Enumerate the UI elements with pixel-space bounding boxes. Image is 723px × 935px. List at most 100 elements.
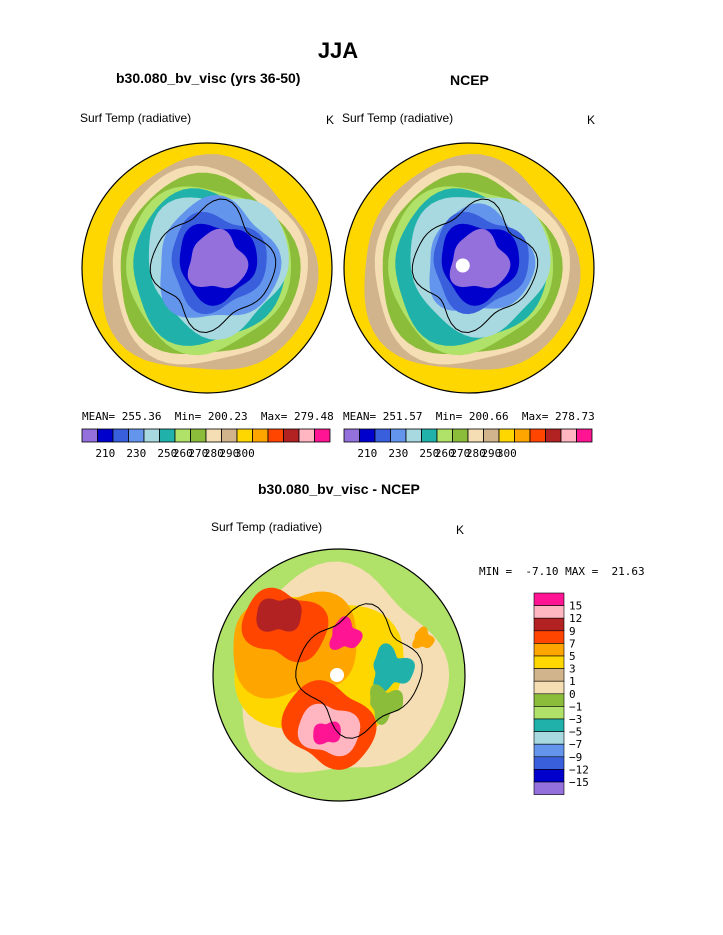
panel-2-colorbar-swatch (390, 428, 407, 443)
panel-2-colorbar-swatch (452, 428, 469, 443)
panel-2-colorbar-tick-label: 250 (419, 447, 439, 460)
panel-1-colorbar-swatch (283, 428, 300, 443)
panel-2-colorbar-swatch (421, 428, 438, 443)
panel-2-colorbar-tick-label: 290 (481, 447, 501, 460)
diff-colorbar-tick-label: −15 (569, 776, 589, 789)
panel-1-colorbar-swatch (128, 428, 145, 443)
diff-min-max: MIN = -7.10 MAX = 21.63 (479, 565, 645, 578)
panel-1-colorbar-tick-label: 290 (219, 447, 239, 460)
panel-2-missing-pole (455, 258, 470, 273)
diff-field (213, 549, 465, 801)
panel-1-contour-band (187, 228, 249, 289)
diff-colorbar-swatch (533, 781, 565, 795)
panel-2-colorbar-swatch (498, 428, 515, 443)
diff-colorbar-swatch (533, 630, 565, 644)
diff-colorbar-tick-label: 9 (569, 625, 576, 638)
panel-1-colorbar-swatch (205, 428, 222, 443)
panel-1-colorbar-swatch (190, 428, 207, 443)
diff-colorbar-swatch (533, 743, 565, 758)
panel-2-border (343, 142, 595, 394)
panel-2-max-value: 278.73 (555, 410, 595, 423)
panel-1-mean-label: MEAN= (82, 410, 116, 423)
panel-1-polar-map (81, 142, 333, 394)
panel-1-colorbar-swatch (267, 428, 284, 443)
panel-1-colorbar-tick-label: 210 (95, 447, 115, 460)
diff-colorbar-swatch (533, 693, 565, 707)
panel-2-colorbar-swatch (374, 428, 391, 443)
diff-colorbar-swatch (533, 718, 565, 732)
panel-2-stats: MEAN= 251.57 Min= 200.66 Max= 278.73 (343, 410, 595, 423)
panel-2-mean-label: MEAN= (343, 410, 377, 423)
panel-1-heading: b30.080_bv_visc (yrs 36-50) (116, 70, 301, 86)
diff-colorbar-tick-label: 7 (569, 637, 576, 650)
panel-1-colorbar-swatch (159, 428, 176, 443)
diff-colorbar-tick-label: −5 (569, 726, 582, 739)
diff-field-label: Surf Temp (radiative) (211, 520, 323, 534)
diff-colorbar-swatch (533, 655, 565, 669)
panel-2-colorbar-swatch (483, 428, 500, 443)
panel-2-colorbar-swatch (514, 428, 531, 443)
diff-colorbar-tick-label: −7 (569, 738, 582, 751)
diff-colorbar-tick-label: 12 (569, 612, 582, 625)
panel-1-colorbar-swatch (112, 428, 129, 443)
diff-max-label: MAX = (565, 565, 599, 578)
diff-colorbar-swatch (533, 643, 565, 657)
diff-heading: b30.080_bv_visc - NCEP (258, 481, 420, 497)
diff-colorbar-swatch (533, 756, 565, 770)
panel-1-field (82, 143, 332, 393)
panel-2-max-label: Max= (521, 410, 549, 423)
panel-1-min-label: Min= (174, 410, 202, 423)
diff-colorbar-swatch (533, 617, 565, 632)
panel-1-colorbar-tick-label: 270 (188, 447, 208, 460)
diff-polar-map (212, 548, 466, 802)
diff-colorbar-tick-label: 0 (569, 688, 576, 701)
diff-contour-band (256, 598, 302, 632)
diff-coastline (295, 603, 423, 739)
panel-1-colorbar-swatch (252, 428, 269, 443)
panel-1-colorbar-swatch (81, 428, 98, 443)
panel-2-colorbar-tick-label: 280 (466, 447, 486, 460)
panel-1-border (81, 142, 333, 394)
panel-1-colorbar-swatch (97, 428, 114, 443)
panel-1-colorbar-tick-label: 300 (235, 447, 255, 460)
diff-contour-band (373, 643, 415, 694)
panel-2-mean-value: 251.57 (382, 410, 423, 423)
diff-contour-band (313, 721, 341, 745)
panel-1-coastline (149, 198, 277, 334)
panel-2-heading: NCEP (450, 72, 489, 88)
panel-2-colorbar-swatch (560, 428, 577, 443)
panel-2-colorbar-swatch (545, 428, 562, 443)
panel-1-colorbar-swatch (174, 428, 191, 443)
panel-1-colorbar-swatch (236, 428, 253, 443)
panel-2-colorbar-tick-label: 300 (497, 447, 517, 460)
diff-colorbar-tick-label: −12 (569, 763, 589, 776)
panel-1-max-label: Max= (260, 410, 288, 423)
panel-2-min-value: 200.66 (468, 410, 509, 423)
diff-missing-pole (330, 668, 344, 682)
panel-1-colorbar-swatch (314, 428, 331, 443)
panel-1-units: K (326, 113, 335, 127)
diff-colorbar-swatch (533, 731, 565, 745)
panel-2-colorbar-swatch (436, 428, 453, 443)
panel-1-stats: MEAN= 255.36 Min= 200.23 Max= 279.48 (82, 410, 334, 423)
diff-colorbar-swatch (533, 769, 565, 783)
diff-colorbar-tick-label: 3 (569, 663, 576, 676)
panel-1-min-value: 200.23 (207, 410, 248, 423)
panel-2-colorbar-swatch (359, 428, 376, 443)
diff-colorbar-swatch (533, 605, 565, 619)
panel-1-colorbar-tick-label: 230 (126, 447, 146, 460)
diff-colorbar-swatch (533, 680, 565, 695)
panel-2-colorbar-tick-label: 260 (435, 447, 455, 460)
panel-2-colorbar-swatch (405, 428, 422, 443)
diff-max-value: 21.63 (611, 565, 645, 578)
panel-1-colorbar-tick-label: 280 (204, 447, 224, 460)
panel-1-colorbar-swatch (143, 428, 160, 443)
panel-2-colorbar-tick-label: 270 (450, 447, 470, 460)
diff-colorbar-tick-label: 15 (569, 600, 582, 613)
diff-colorbar-tick-label: −3 (569, 713, 582, 726)
diff-colorbar-swatch (533, 592, 565, 606)
diff-colorbar-tick-label: −9 (569, 751, 582, 764)
panel-2-colorbar-tick-label: 230 (388, 447, 408, 460)
panel-2-colorbar-swatch (529, 428, 546, 443)
